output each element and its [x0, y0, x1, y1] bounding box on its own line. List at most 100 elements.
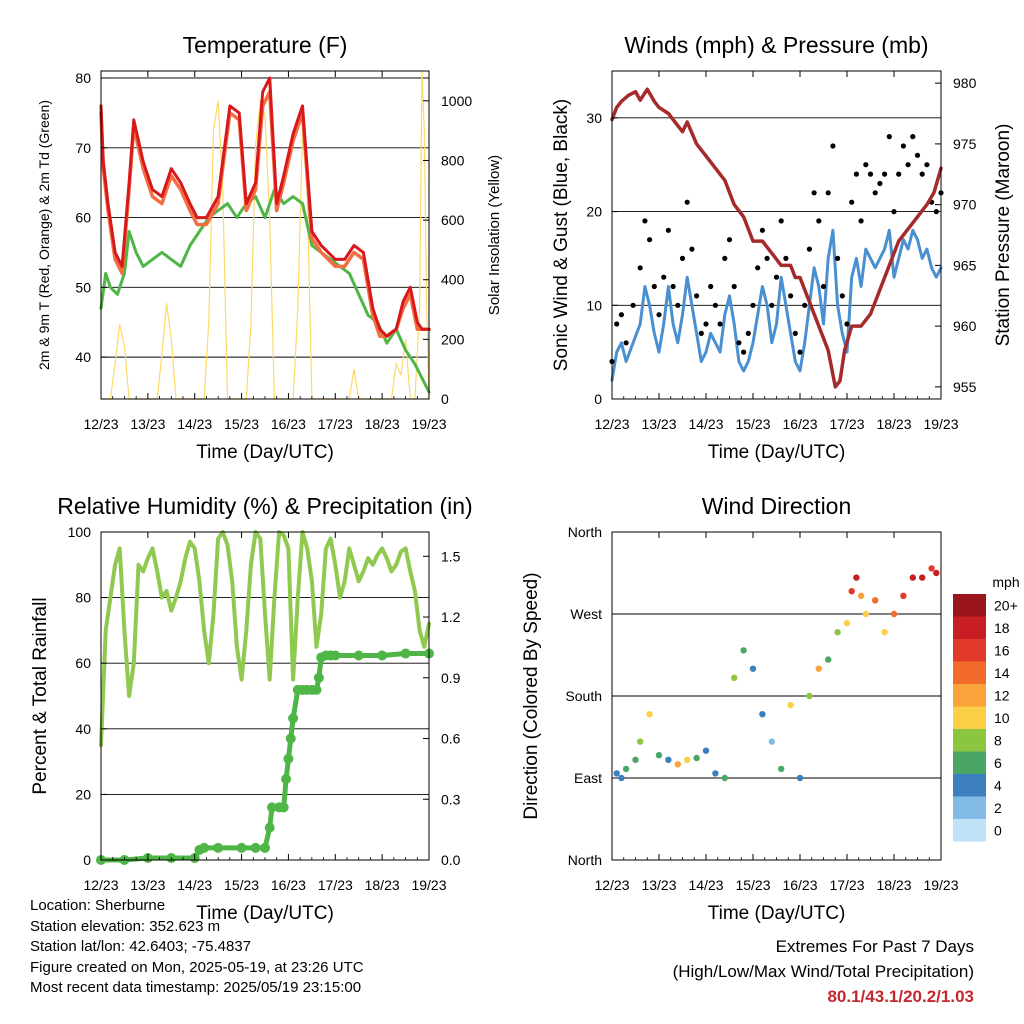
gust-point: [839, 293, 845, 299]
gust-point: [792, 330, 798, 336]
y-tick-label: West: [570, 606, 602, 622]
direction-point: [796, 774, 804, 782]
gust-point: [618, 312, 625, 318]
gust-point: [731, 283, 737, 290]
direction-point: [622, 765, 630, 773]
solar-insolation-line: [100, 70, 430, 400]
precipitation-point: [313, 672, 324, 683]
x-axis-label: Time (Day/UTC): [708, 903, 846, 924]
direction-point: [693, 754, 700, 762]
y-tick-label: 40: [75, 349, 91, 365]
precipitation-point: [353, 650, 364, 661]
gust-point: [919, 171, 925, 177]
gust-point: [835, 255, 841, 261]
plot-frame: [611, 70, 942, 400]
x-tick-label: 12/23: [594, 877, 629, 893]
temp-2m-line: [99, 76, 431, 338]
gust-point: [811, 190, 817, 196]
gust-point: [736, 340, 742, 346]
y2-tick-label: 980: [953, 75, 977, 91]
gust-point: [679, 255, 686, 261]
gust-point: [844, 321, 850, 327]
x-axis-label: Time (Day/UTC): [708, 442, 846, 463]
direction-point: [862, 610, 869, 618]
gust-point: [741, 349, 747, 355]
direction-point: [632, 756, 639, 763]
x-tick-label: 19/23: [923, 877, 958, 893]
precipitation-point: [250, 842, 261, 853]
chart-title: Relative Humidity (%) & Precipitation (i…: [57, 493, 472, 519]
precipitation-point: [278, 802, 289, 813]
y-tick-label: 60: [75, 655, 91, 671]
gust-point: [689, 246, 695, 252]
gust-point: [797, 349, 803, 355]
station-info: Location: Sherburne Station elevation: 3…: [30, 896, 364, 999]
precipitation-point: [264, 822, 275, 833]
direction-point: [665, 756, 672, 763]
gust-point: [872, 190, 878, 196]
gust-point: [896, 171, 902, 177]
gust-point: [614, 321, 620, 327]
x-tick-label: 16/23: [782, 877, 817, 893]
direction-point: [768, 738, 775, 745]
direction-point: [613, 770, 620, 777]
colorbar-label: 2: [994, 800, 1002, 816]
direction-point: [853, 574, 860, 581]
gust-point: [905, 162, 911, 168]
x-tick-label: 19/23: [411, 416, 446, 432]
direction-point: [857, 592, 865, 599]
gust-point: [849, 199, 855, 205]
gust-point: [773, 274, 780, 280]
direction-point: [684, 756, 691, 763]
plot-frame: [100, 531, 430, 861]
dewpoint-2m-line: [99, 188, 431, 394]
direction-point: [712, 770, 719, 777]
gust-point: [755, 265, 761, 271]
direction-point: [778, 765, 785, 773]
colorbar-swatch: [953, 616, 986, 639]
gust-point: [694, 293, 700, 299]
gust-point: [853, 171, 860, 177]
x-tick-label: 15/23: [735, 416, 770, 432]
gust-point: [891, 209, 897, 215]
y2-tick-label: 975: [953, 136, 977, 152]
y2-tick-label: 0.6: [441, 731, 461, 747]
speed-colorbar: mph 20+ 18 16 14 12 10 8 6 4 2 0: [953, 574, 1020, 842]
y-tick-label: North: [568, 524, 602, 540]
gust-point: [637, 265, 643, 271]
x-tick-label: 17/23: [318, 877, 353, 893]
precipitation-point: [288, 713, 299, 724]
x-tick-label: 13/23: [641, 416, 676, 432]
gust-point: [642, 218, 648, 224]
colorbar-swatch: [953, 819, 986, 842]
x-tick-label: 16/23: [271, 877, 306, 893]
colorbar-label: 4: [994, 777, 1002, 793]
direction-point: [919, 574, 926, 581]
y2-tick-label: 0.0: [441, 852, 461, 868]
gust-point: [661, 274, 667, 280]
y-tick-label: 30: [586, 110, 602, 126]
x-tick-label: 13/23: [130, 416, 165, 432]
colorbar-label: 18: [994, 620, 1010, 636]
gust-point: [717, 321, 723, 327]
colorbar-swatch: [953, 706, 986, 729]
direction-point: [806, 692, 813, 700]
y-tick-label: 70: [75, 140, 91, 156]
x-tick-label: 18/23: [365, 877, 400, 893]
direction-point: [646, 711, 653, 718]
precipitation-point: [213, 842, 224, 853]
chart-title: Wind Direction: [702, 493, 852, 519]
direction-point: [933, 569, 940, 577]
recent-data-text: Most recent data timestamp: 2025/05/19 2…: [30, 979, 362, 996]
gust-point: [914, 152, 921, 158]
gust-point: [863, 162, 869, 168]
gust-point: [886, 134, 892, 140]
direction-point: [843, 619, 851, 627]
colorbar-swatch: [953, 594, 986, 617]
precipitation-point: [236, 842, 247, 853]
x-axis-label: Time (Day/UTC): [196, 903, 334, 924]
y2-tick-label: 600: [441, 212, 465, 228]
gust-point: [703, 321, 709, 327]
y2-tick-label: 0.3: [441, 791, 461, 807]
direction-point: [674, 761, 681, 768]
